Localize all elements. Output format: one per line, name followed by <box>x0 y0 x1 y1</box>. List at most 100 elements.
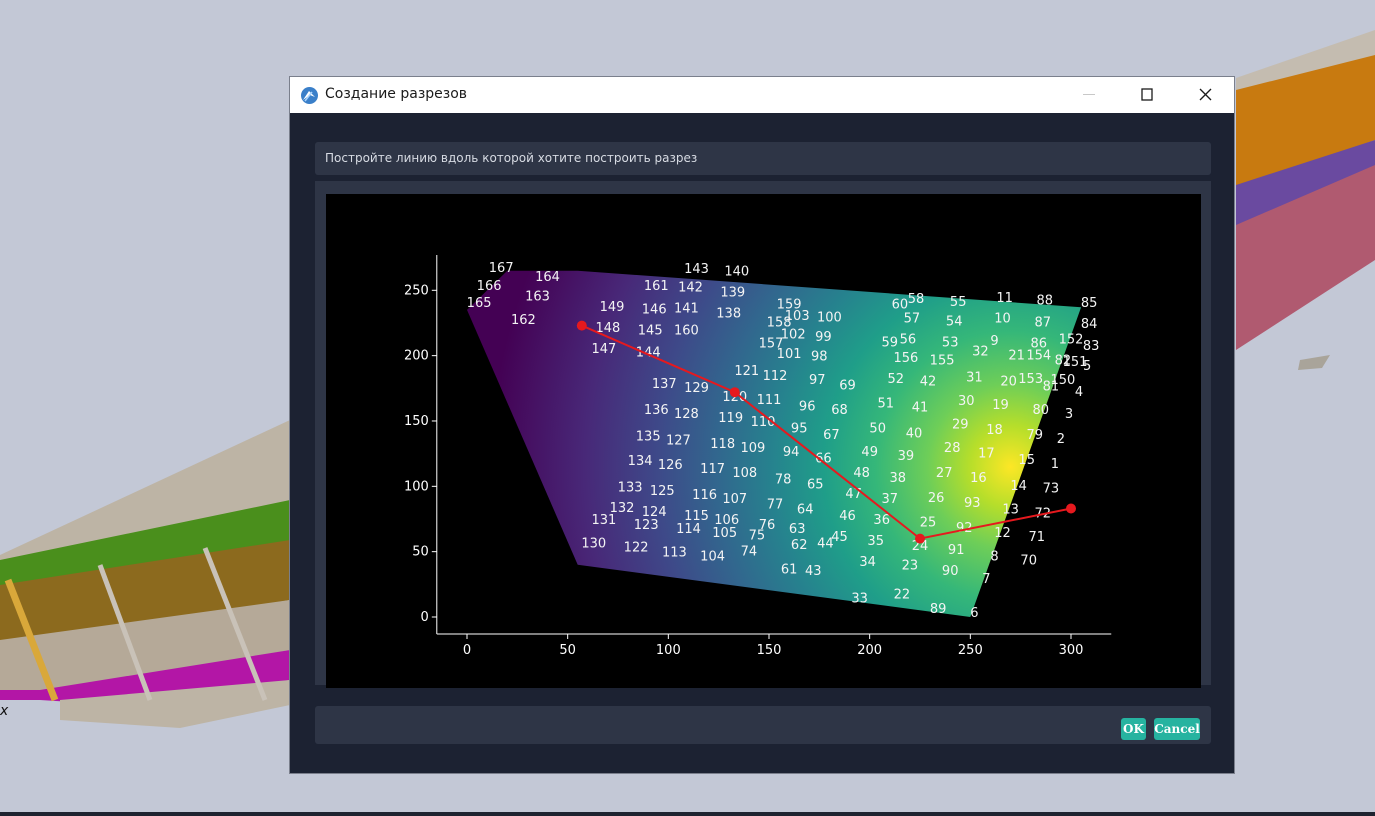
point-label-2: 2 <box>1057 432 1065 447</box>
point-label-51: 51 <box>878 397 895 412</box>
point-label-106: 106 <box>714 513 739 528</box>
point-label-166: 166 <box>477 279 502 294</box>
point-label-128: 128 <box>674 407 699 422</box>
point-label-3: 3 <box>1065 407 1073 422</box>
point-label-102: 102 <box>781 327 806 342</box>
point-label-83: 83 <box>1083 339 1100 354</box>
point-label-59: 59 <box>882 335 899 350</box>
x-tick-label: 0 <box>463 643 471 658</box>
point-label-120: 120 <box>722 390 747 405</box>
point-label-126: 126 <box>658 458 683 473</box>
point-label-149: 149 <box>600 300 625 315</box>
point-label-63: 63 <box>789 522 806 537</box>
point-label-46: 46 <box>839 509 856 524</box>
point-label-4: 4 <box>1075 385 1083 400</box>
point-label-41: 41 <box>912 401 929 416</box>
point-label-99: 99 <box>815 330 832 345</box>
point-label-97: 97 <box>809 373 826 388</box>
ok-button[interactable]: OK <box>1121 718 1146 740</box>
point-label-146: 146 <box>642 303 667 318</box>
point-label-45: 45 <box>831 530 848 545</box>
point-label-75: 75 <box>749 529 766 544</box>
point-label-161: 161 <box>644 279 669 294</box>
point-label-84: 84 <box>1081 317 1098 332</box>
section-vertex-3[interactable] <box>915 533 925 544</box>
app-logo-icon <box>301 87 318 104</box>
point-label-119: 119 <box>718 411 743 426</box>
point-label-121: 121 <box>734 364 759 379</box>
point-label-74: 74 <box>741 544 758 559</box>
point-label-55: 55 <box>950 295 967 310</box>
point-label-109: 109 <box>740 441 765 456</box>
point-label-70: 70 <box>1020 554 1037 569</box>
point-label-148: 148 <box>595 321 620 336</box>
point-label-145: 145 <box>638 324 663 339</box>
point-label-134: 134 <box>628 454 653 469</box>
section-vertex-4[interactable] <box>1066 503 1076 514</box>
point-label-50: 50 <box>869 422 886 437</box>
point-label-127: 127 <box>666 433 691 448</box>
y-tick-label: 50 <box>412 545 429 560</box>
point-label-147: 147 <box>591 342 616 357</box>
minimize-button[interactable] <box>1060 77 1118 113</box>
section-vertex-1[interactable] <box>576 320 587 331</box>
point-label-155: 155 <box>930 354 955 369</box>
point-label-125: 125 <box>650 484 675 499</box>
cancel-button[interactable]: Cancel <box>1154 718 1200 740</box>
point-label-30: 30 <box>958 394 975 409</box>
point-label-105: 105 <box>712 526 737 541</box>
maximize-button[interactable] <box>1118 77 1176 113</box>
point-label-85: 85 <box>1081 296 1098 311</box>
section-line-path[interactable] <box>581 324 1072 540</box>
point-label-141: 141 <box>674 301 699 316</box>
point-label-33: 33 <box>851 591 868 606</box>
point-label-78: 78 <box>775 473 792 488</box>
point-label-25: 25 <box>920 516 937 531</box>
point-label-136: 136 <box>644 403 669 418</box>
point-label-104: 104 <box>700 550 725 565</box>
point-label-14: 14 <box>1010 479 1027 494</box>
point-label-107: 107 <box>722 492 747 507</box>
point-label-156: 156 <box>893 351 918 366</box>
point-label-60: 60 <box>892 297 909 312</box>
point-label-82: 82 <box>1055 354 1072 369</box>
point-label-58: 58 <box>908 292 925 307</box>
point-label-29: 29 <box>952 418 969 433</box>
point-label-38: 38 <box>890 471 907 486</box>
maximize-icon <box>1141 88 1153 101</box>
point-label-137: 137 <box>652 377 677 392</box>
point-label-101: 101 <box>777 347 802 362</box>
point-label-35: 35 <box>867 534 884 549</box>
point-label-10: 10 <box>994 312 1011 327</box>
point-label-64: 64 <box>797 503 814 518</box>
point-label-143: 143 <box>684 262 709 277</box>
point-label-31: 31 <box>966 371 983 386</box>
close-button[interactable] <box>1176 77 1234 113</box>
point-label-98: 98 <box>811 350 828 365</box>
section-vertex-2[interactable] <box>729 387 740 398</box>
point-label-165: 165 <box>467 296 492 311</box>
y-tick-label: 200 <box>404 349 429 364</box>
point-label-87: 87 <box>1035 316 1052 331</box>
section-creation-dialog: Создание разрезов Постройте линию вдоль … <box>289 76 1235 774</box>
x-tick-label: 300 <box>1059 643 1084 658</box>
point-label-54: 54 <box>946 314 963 329</box>
point-label-67: 67 <box>823 428 840 443</box>
point-label-130: 130 <box>581 537 606 552</box>
point-label-20: 20 <box>1000 375 1017 390</box>
point-label-95: 95 <box>791 422 808 437</box>
section-line[interactable] <box>576 320 1076 544</box>
point-label-39: 39 <box>898 449 915 464</box>
point-label-81: 81 <box>1043 380 1060 395</box>
instruction-panel: Постройте линию вдоль которой хотите пос… <box>315 142 1211 175</box>
point-label-27: 27 <box>936 466 953 481</box>
point-label-122: 122 <box>624 540 649 555</box>
point-label-28: 28 <box>944 441 961 456</box>
point-label-9: 9 <box>990 334 998 349</box>
point-label-1: 1 <box>1051 457 1059 472</box>
axis-x-label: x <box>0 703 9 719</box>
dialog-titlebar[interactable]: Создание разрезов <box>290 77 1234 113</box>
x-tick-label: 50 <box>559 643 576 658</box>
